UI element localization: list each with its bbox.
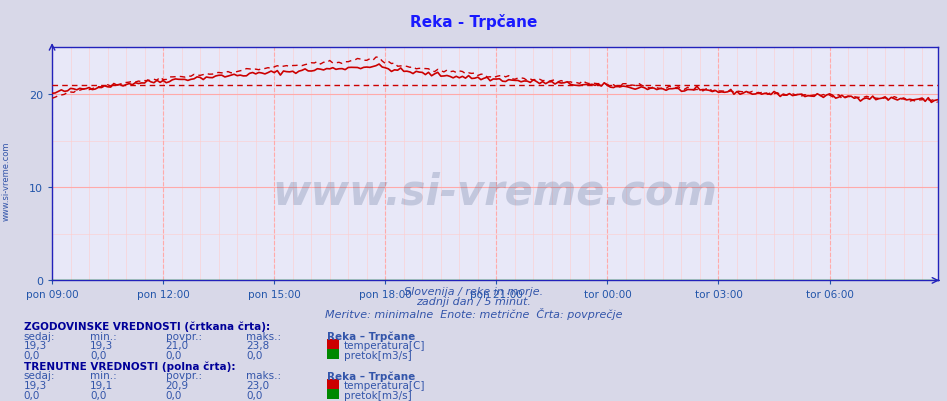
Text: sedaj:: sedaj:	[24, 371, 55, 381]
Text: Reka – Trpčane: Reka – Trpčane	[327, 371, 415, 381]
Text: 19,3: 19,3	[24, 380, 47, 390]
Text: ZGODOVINSKE VREDNOSTI (črtkana črta):: ZGODOVINSKE VREDNOSTI (črtkana črta):	[24, 321, 270, 331]
Text: 23,8: 23,8	[246, 340, 270, 350]
Text: Reka - Trpčane: Reka - Trpčane	[410, 14, 537, 30]
Text: 0,0: 0,0	[246, 350, 262, 360]
Text: 19,3: 19,3	[24, 340, 47, 350]
Text: 0,0: 0,0	[90, 390, 106, 400]
Text: min.:: min.:	[90, 371, 116, 381]
Text: povpr.:: povpr.:	[166, 371, 202, 381]
Text: temperatura[C]: temperatura[C]	[344, 340, 425, 350]
Text: Slovenija / reke in morje.: Slovenija / reke in morje.	[404, 287, 543, 297]
Text: 0,0: 0,0	[24, 350, 40, 360]
Text: 21,0: 21,0	[166, 340, 188, 350]
Text: 0,0: 0,0	[24, 390, 40, 400]
Text: Reka – Trpčane: Reka – Trpčane	[327, 331, 415, 341]
Text: maks.:: maks.:	[246, 331, 281, 341]
Text: Meritve: minimalne  Enote: metrične  Črta: povprečje: Meritve: minimalne Enote: metrične Črta:…	[325, 307, 622, 319]
Text: 20,9: 20,9	[166, 380, 188, 390]
Text: www.si-vreme.com: www.si-vreme.com	[273, 171, 717, 213]
Text: 0,0: 0,0	[166, 350, 182, 360]
Text: 23,0: 23,0	[246, 380, 269, 390]
Text: min.:: min.:	[90, 331, 116, 341]
Text: pretok[m3/s]: pretok[m3/s]	[344, 390, 412, 400]
Text: zadnji dan / 5 minut.: zadnji dan / 5 minut.	[416, 297, 531, 307]
Text: 19,1: 19,1	[90, 380, 114, 390]
Text: maks.:: maks.:	[246, 371, 281, 381]
Text: 0,0: 0,0	[246, 390, 262, 400]
Text: www.si-vreme.com: www.si-vreme.com	[2, 141, 11, 220]
Text: temperatura[C]: temperatura[C]	[344, 380, 425, 390]
Text: 19,3: 19,3	[90, 340, 114, 350]
Text: povpr.:: povpr.:	[166, 331, 202, 341]
Text: sedaj:: sedaj:	[24, 331, 55, 341]
Text: 0,0: 0,0	[90, 350, 106, 360]
Text: pretok[m3/s]: pretok[m3/s]	[344, 350, 412, 360]
Text: TRENUTNE VREDNOSTI (polna črta):: TRENUTNE VREDNOSTI (polna črta):	[24, 361, 235, 371]
Text: 0,0: 0,0	[166, 390, 182, 400]
